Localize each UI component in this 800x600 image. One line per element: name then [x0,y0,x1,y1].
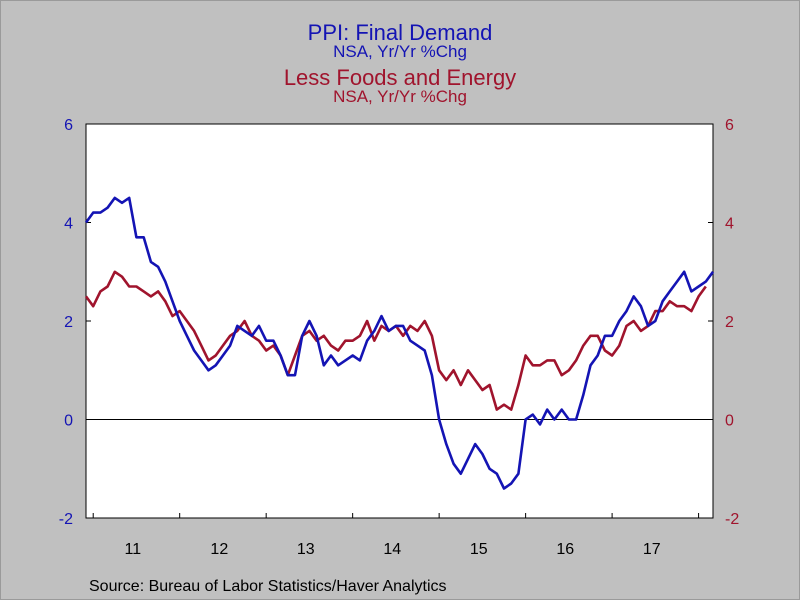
chart-title-series2: Less Foods and Energy [283,65,517,90]
x-tick-label: 17 [643,541,661,558]
series-line-ppi-final-demand [84,196,715,490]
y-tick-label-right: -2 [725,511,739,528]
y-tick-label-right: 6 [725,117,734,134]
y-tick-label-right: 0 [725,413,734,430]
y-tick-label-left: 0 [64,413,73,430]
chart-subtitle-series2: NSA, Yr/Yr %Chg [333,87,467,106]
y-tick-label-right: 4 [725,216,734,233]
x-tick-label: 12 [210,541,228,558]
x-tick-label: 14 [383,541,401,558]
y-tick-label-right: 2 [725,314,734,331]
x-tick-label: 16 [556,541,574,558]
source-note: Source: Bureau of Labor Statistics/Haver… [89,578,447,595]
y-tick-label-left: 4 [64,216,73,233]
y-tick-label-left: -2 [59,511,73,528]
chart-subtitle-series1: NSA, Yr/Yr %Chg [333,42,467,61]
y-tick-label-left: 6 [64,117,73,134]
x-tick-label: 11 [125,541,142,558]
y-tick-label-left: 2 [64,314,73,331]
x-tick-label: 15 [470,541,488,558]
chart-title-series1: PPI: Final Demand [307,20,493,45]
x-tick-label: 13 [297,541,315,558]
